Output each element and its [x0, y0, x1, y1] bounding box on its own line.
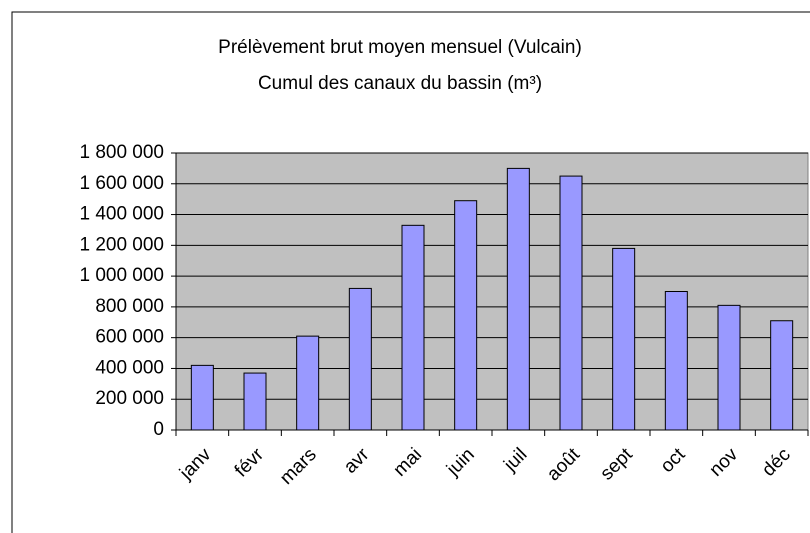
bar	[612, 247, 636, 431]
y-tick-label: 0	[153, 419, 164, 440]
y-tick-label: 1 400 000	[79, 204, 164, 225]
chart-subtitle: Cumul des canaux du bassin (m³)	[258, 73, 542, 94]
y-tick-label: 600 000	[95, 327, 164, 348]
y-tick-label: 400 000	[95, 357, 164, 378]
plot-area	[175, 152, 809, 431]
bar	[506, 167, 530, 431]
y-tick-label: 200 000	[95, 388, 164, 409]
y-tick-label: 1 000 000	[79, 265, 164, 286]
bar	[717, 304, 741, 431]
bar	[401, 224, 425, 431]
bar	[664, 291, 688, 431]
bar	[559, 175, 583, 431]
bar	[454, 200, 478, 431]
y-tick-label: 1 600 000	[79, 173, 164, 194]
y-tick-label: 1 200 000	[79, 234, 164, 255]
bar	[190, 364, 214, 431]
bar	[770, 320, 794, 431]
bar	[348, 287, 372, 431]
y-tick-label: 800 000	[95, 296, 164, 317]
y-tick-label: 1 800 000	[79, 142, 164, 163]
bar	[296, 335, 320, 431]
bar	[243, 372, 267, 431]
chart-title: Prélèvement brut moyen mensuel (Vulcain)	[218, 37, 582, 58]
